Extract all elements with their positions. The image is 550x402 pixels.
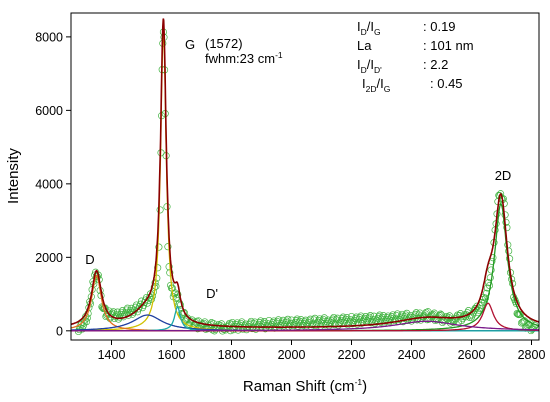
data-point: [411, 310, 419, 318]
data-point: [314, 318, 322, 326]
y-axis-title: Intensity: [5, 148, 22, 204]
data-point: [388, 313, 396, 321]
data-point: [170, 290, 178, 298]
fit-component-line: [71, 320, 539, 332]
data-point: [147, 295, 156, 303]
ratio-value: : 0.19: [423, 19, 456, 34]
data-point: [516, 310, 525, 318]
data-point: [227, 320, 236, 328]
x-tick-label: 2200: [338, 348, 366, 362]
data-point: [475, 306, 483, 314]
data-point: [402, 311, 410, 319]
data-point: [389, 311, 397, 319]
x-tick-label: 2000: [278, 348, 306, 362]
fwhm-label: fwhm:23 cm-1: [205, 50, 283, 66]
x-tick-label: 1800: [218, 348, 246, 362]
data-point: [518, 318, 527, 326]
data-point: [351, 315, 359, 323]
peak-label: G: [185, 37, 195, 52]
data-point: [413, 316, 421, 324]
fit-component-line: [71, 203, 539, 332]
peak-label: 2D: [495, 168, 512, 183]
ratio-label: La: [357, 38, 372, 53]
data-point: [480, 298, 489, 306]
data-point: [391, 316, 399, 325]
data-point: [449, 318, 458, 326]
x-tick-label: 1600: [158, 348, 186, 362]
data-point: [154, 264, 162, 272]
data-point: [180, 309, 188, 317]
data-point: [265, 316, 273, 325]
data-point: [156, 206, 164, 214]
data-point: [342, 315, 350, 323]
data-point: [483, 284, 492, 292]
fit-components-layer: [71, 31, 539, 332]
data-point: [331, 321, 339, 329]
data-point: [319, 315, 327, 324]
ratio-value: : 0.45: [430, 76, 463, 91]
plot-frame: [70, 12, 540, 341]
ratio-label: ID/ID': [357, 57, 382, 75]
data-point: [238, 318, 246, 326]
data-point: [353, 320, 361, 328]
x-tick-label: 2600: [458, 348, 486, 362]
data-point: [272, 319, 281, 327]
data-point: [115, 313, 124, 321]
data-point: [484, 279, 493, 287]
data-point: [374, 314, 382, 322]
y-tick-label: 4000: [35, 177, 63, 191]
y-axis-ticks: 0 2000 4000 6000 8000: [35, 30, 71, 338]
data-point: [269, 319, 277, 327]
data-point: [503, 224, 511, 232]
y-tick-label: 0: [56, 324, 63, 338]
data-point: [486, 274, 494, 282]
data-point: [114, 315, 123, 323]
ratio-value: : 101 nm: [423, 38, 474, 53]
data-point: [291, 318, 299, 326]
data-point: [308, 321, 316, 329]
y-tick-label: 2000: [35, 251, 63, 265]
y-tick-label: 8000: [35, 30, 63, 44]
data-point: [248, 325, 256, 333]
data-point: [174, 290, 182, 299]
x-axis-ticks: 1400 1600 1800 2000 2200 2400 2600 2800: [98, 340, 546, 362]
data-point: [164, 243, 172, 251]
data-point: [92, 272, 101, 280]
data-point: [260, 318, 268, 326]
ratio-value: : 2.2: [423, 57, 448, 72]
data-point: [377, 318, 385, 326]
data-layer: [74, 28, 539, 336]
data-point: [505, 247, 513, 255]
x-tick-label: 1400: [98, 348, 126, 362]
peak-label: D': [206, 286, 218, 301]
fit-component-line: [71, 31, 539, 332]
data-point: [482, 289, 491, 297]
ratio-table: ID/IG : 0.19 La : 101 nm ID/ID' : 2.2 I2D/IG : …: [357, 19, 474, 94]
fit-layer: [71, 18, 539, 328]
data-point: [81, 316, 89, 324]
data-point: [355, 315, 363, 323]
data-point: [366, 312, 374, 320]
data-point: [487, 266, 495, 274]
data-point: [379, 312, 387, 320]
x-tick-label: 2800: [518, 348, 546, 362]
data-point: [377, 315, 386, 323]
ratio-label: I2D/IG: [362, 76, 390, 94]
cumulative-fit-line: [71, 18, 539, 328]
ratio-label: ID/IG: [357, 19, 381, 37]
y-tick-label: 6000: [35, 104, 63, 118]
data-point: [155, 243, 163, 251]
data-point: [481, 294, 490, 302]
peak-label: D: [85, 252, 94, 267]
x-tick-label: 2400: [398, 348, 426, 362]
data-point: [176, 299, 184, 307]
x-axis-title: Raman Shift (cm-1): [243, 377, 367, 395]
peak-labels: D G D' 2D: [85, 37, 511, 301]
peak-position-label: (1572): [205, 36, 243, 51]
